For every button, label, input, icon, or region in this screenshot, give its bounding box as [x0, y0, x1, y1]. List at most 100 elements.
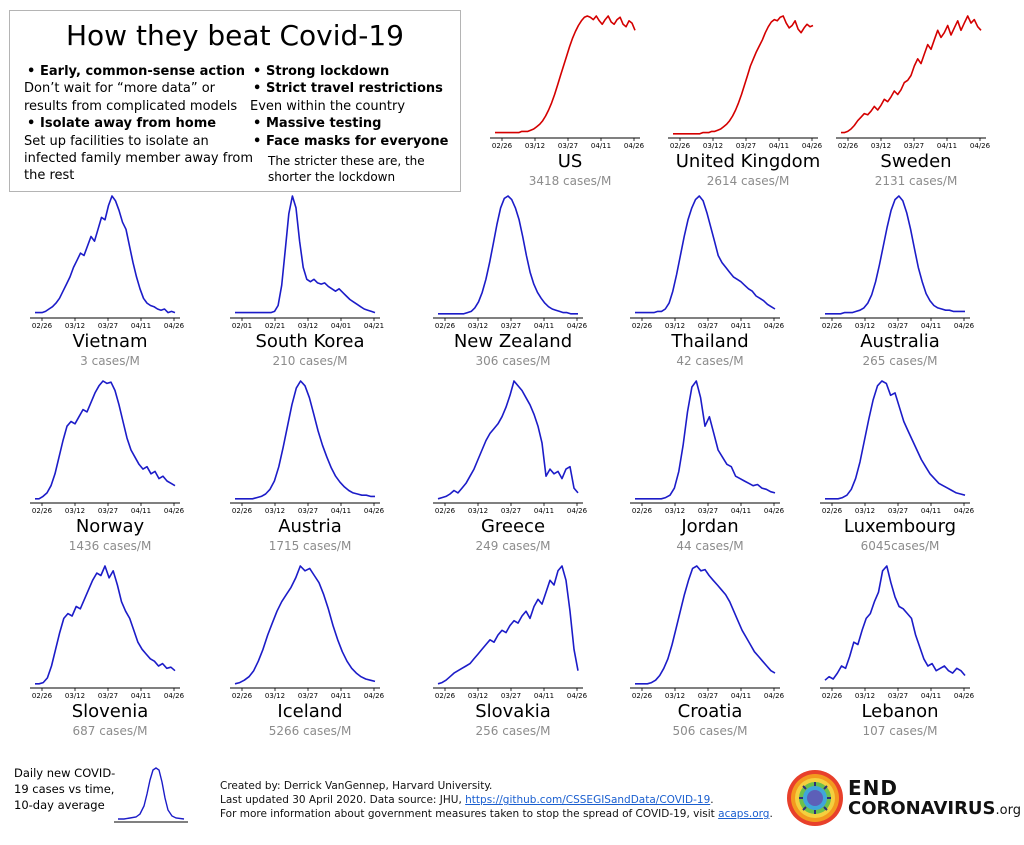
x-tick-label: 03/27 — [698, 322, 718, 330]
cases-per-million: 5266 cases/M — [268, 724, 352, 738]
x-tick-label: 03/27 — [736, 142, 756, 150]
x-tick-label: 03/12 — [665, 322, 685, 330]
x-tick-label: 03/27 — [298, 692, 318, 700]
x-tick-label: 04/26 — [970, 142, 991, 150]
tip-body: Even within the country — [250, 98, 406, 114]
x-tick-label: 03/12 — [468, 322, 488, 330]
x-tick-label: 03/27 — [298, 507, 318, 515]
x-tick-label: 04/21 — [364, 322, 384, 330]
chart-panel: 02/26 03/12 03/27 04/11 04/26 Norway 1436 case… — [30, 375, 190, 560]
chart-panel: 02/01 02/21 03/12 04/01 04/21 South Korea 210 … — [230, 190, 390, 375]
x-tick-label: 04/11 — [534, 692, 554, 700]
x-tick-label: 02/26 — [435, 322, 456, 330]
country-name: Austria — [278, 516, 342, 537]
x-tick-label: 03/12 — [665, 507, 685, 515]
x-tick-label: 04/11 — [921, 322, 941, 330]
line-chart: 02/26 03/12 03/27 04/11 04/26 — [433, 380, 588, 515]
country-name: Croatia — [677, 701, 743, 722]
cases-per-million: 6045cases/M — [860, 539, 940, 553]
x-tick-label: 02/26 — [822, 507, 843, 515]
series-line — [495, 15, 636, 134]
x-tick-label: 03/12 — [703, 142, 723, 150]
x-tick-label: 04/11 — [921, 507, 941, 515]
x-tick-label: 02/26 — [670, 142, 691, 150]
legend-sample-chart — [114, 767, 188, 823]
x-tick-label: 03/12 — [665, 692, 685, 700]
x-tick-label: 03/27 — [98, 322, 118, 330]
series-line — [35, 380, 176, 500]
legend-sample-line — [118, 767, 185, 820]
series-line — [438, 195, 578, 315]
country-name: Slovenia — [71, 701, 149, 722]
x-tick-label: 03/12 — [855, 692, 875, 700]
cases-per-million: 306 cases/M — [475, 354, 551, 368]
cases-per-million: 1436 cases/M — [68, 539, 152, 553]
cases-per-million: 506 cases/M — [672, 724, 748, 738]
series-line — [635, 565, 776, 685]
chart-panel: 02/26 03/12 03/27 04/11 04/26 US 3418 cases/M — [490, 10, 650, 195]
series-line — [235, 195, 376, 314]
data-source-link[interactable]: https://github.com/CSSEGISandData/COVID-… — [465, 794, 711, 807]
x-tick-label: 03/12 — [468, 507, 488, 515]
x-tick-label: 02/26 — [632, 322, 653, 330]
tip-heading: Face masks for everyone — [250, 133, 465, 151]
x-tick-label: 03/12 — [468, 692, 488, 700]
tip-heading: Strict travel restrictions — [250, 80, 465, 98]
credits: Created by: Derrick VanGennep, Harvard U… — [220, 779, 780, 822]
chart-panel: 02/26 03/12 03/27 04/11 04/26 Vietnam 3 cases/… — [30, 190, 190, 375]
chart-panel: 02/26 03/12 03/27 04/11 04/26 Croatia 506 case… — [630, 560, 790, 745]
legend: Daily new COVID-19 cases vs time, 10-day… — [10, 762, 200, 832]
cases-per-million: 3 cases/M — [80, 354, 140, 368]
x-tick-label: 03/12 — [265, 507, 285, 515]
x-tick-label: 02/26 — [632, 507, 653, 515]
x-tick-label: 02/26 — [492, 142, 513, 150]
acaps-link[interactable]: acaps.org — [718, 808, 770, 821]
series-line — [437, 565, 579, 685]
series-line — [35, 565, 176, 685]
x-tick-label: 04/26 — [954, 507, 975, 515]
chart-panel: 02/26 03/12 03/27 04/11 04/26 Thailand 42 case… — [630, 190, 790, 375]
x-tick-label: 03/27 — [501, 692, 521, 700]
series-line — [635, 195, 776, 314]
x-tick-label: 04/26 — [764, 692, 785, 700]
line-chart: 02/26 03/12 03/27 04/11 04/26 — [630, 565, 785, 700]
line-chart: 02/26 03/12 03/27 04/11 04/26 — [630, 195, 785, 330]
cases-per-million: 256 cases/M — [475, 724, 551, 738]
x-tick-label: 04/11 — [534, 322, 554, 330]
legend-text: Daily new COVID-19 cases vs time, 10-day… — [14, 766, 116, 812]
series-line — [825, 380, 966, 500]
x-tick-label: 03/12 — [298, 322, 318, 330]
x-tick-label: 04/11 — [937, 142, 957, 150]
country-name: Slovakia — [475, 701, 551, 722]
chart-panel: 02/26 03/12 03/27 04/11 04/26 Iceland 5266 cas… — [230, 560, 390, 745]
x-tick-label: 04/11 — [731, 692, 751, 700]
x-tick-label: 04/11 — [131, 507, 151, 515]
series-line — [841, 15, 982, 134]
line-chart: 02/26 03/12 03/27 04/11 04/26 — [230, 380, 385, 515]
x-tick-label: 03/12 — [65, 692, 85, 700]
tip-heading: Isolate away from home — [24, 115, 256, 133]
x-tick-label: 04/26 — [567, 692, 588, 700]
cases-per-million: 2131 cases/M — [874, 174, 958, 188]
x-tick-label: 03/27 — [98, 692, 118, 700]
country-name: United Kingdom — [675, 151, 821, 172]
country-name: Norway — [75, 516, 145, 537]
series-line — [825, 195, 965, 315]
line-chart: 02/26 03/12 03/27 04/11 04/26 — [630, 380, 785, 515]
series-line — [35, 195, 176, 314]
x-tick-label: 02/26 — [32, 692, 53, 700]
x-tick-label: 02/21 — [265, 322, 285, 330]
end-coronavirus-logo[interactable]: END CORONAVIRUS.org — [785, 768, 1021, 830]
country-name: South Korea — [255, 331, 365, 352]
x-tick-label: 04/11 — [131, 692, 151, 700]
series-line — [635, 380, 776, 500]
chart-panel: 02/26 03/12 03/27 04/11 04/26 Greece 249 cases… — [433, 375, 593, 560]
logo-line1: END — [848, 776, 899, 800]
chart-panel: 02/26 03/12 03/27 04/11 04/26 Jordan 44 cases/… — [630, 375, 790, 560]
x-tick-label: 04/26 — [364, 692, 385, 700]
country-name: Lebanon — [861, 701, 939, 722]
chart-panel: 02/26 03/12 03/27 04/11 04/26 Australia 265 ca… — [820, 190, 980, 375]
line-chart: 02/26 03/12 03/27 04/11 04/26 — [433, 195, 588, 330]
tip-heading: Strong lockdown — [250, 63, 465, 81]
x-tick-label: 03/12 — [65, 507, 85, 515]
